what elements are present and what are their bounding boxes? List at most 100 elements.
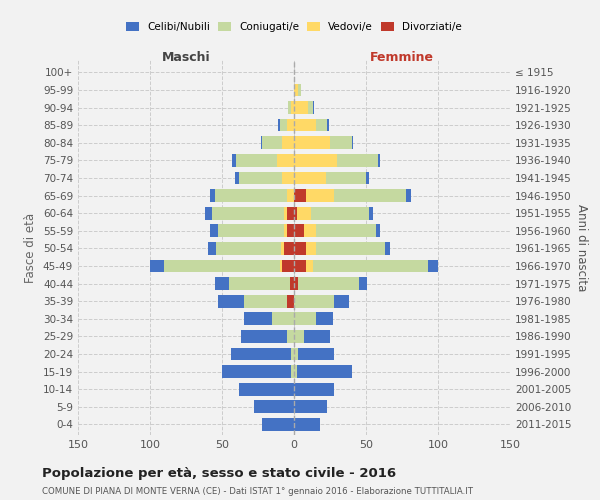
Bar	[294, 224, 316, 237]
Bar	[294, 278, 298, 290]
Bar	[294, 278, 359, 290]
Bar	[287, 119, 294, 132]
Bar	[284, 242, 294, 254]
Bar	[211, 224, 294, 237]
Bar	[281, 242, 294, 254]
Bar	[283, 136, 294, 149]
Bar	[294, 136, 353, 149]
Bar	[294, 366, 297, 378]
Bar	[287, 295, 294, 308]
Bar	[241, 330, 294, 342]
Bar	[294, 84, 298, 96]
Bar	[287, 330, 294, 342]
Bar	[294, 207, 297, 220]
Bar	[294, 330, 304, 342]
Bar	[294, 312, 316, 325]
Bar	[294, 295, 334, 308]
Bar	[211, 189, 294, 202]
Bar	[288, 101, 294, 114]
Bar	[232, 154, 294, 166]
Bar	[294, 172, 326, 184]
Bar	[291, 348, 294, 360]
Bar	[205, 207, 294, 220]
Bar	[294, 400, 327, 413]
Bar	[229, 278, 294, 290]
Bar	[294, 119, 327, 132]
Bar	[287, 224, 294, 237]
Bar	[262, 418, 294, 431]
Bar	[235, 172, 294, 184]
Text: COMUNE DI PIANA DI MONTE VERNA (CE) - Dati ISTAT 1° gennaio 2016 - Elaborazione : COMUNE DI PIANA DI MONTE VERNA (CE) - Da…	[42, 488, 473, 496]
Bar	[294, 189, 410, 202]
Bar	[215, 278, 294, 290]
Bar	[294, 418, 320, 431]
Bar	[294, 242, 385, 254]
Bar	[244, 312, 294, 325]
Bar	[294, 330, 330, 342]
Bar	[294, 119, 329, 132]
Legend: Celibi/Nubili, Coniugati/e, Vedovi/e, Divorziati/e: Celibi/Nubili, Coniugati/e, Vedovi/e, Di…	[124, 20, 464, 34]
Bar	[294, 154, 337, 166]
Bar	[218, 295, 294, 308]
Bar	[283, 260, 294, 272]
Text: Maschi: Maschi	[161, 50, 211, 64]
Bar	[294, 260, 313, 272]
Bar	[294, 224, 380, 237]
Bar	[283, 172, 294, 184]
Bar	[294, 348, 334, 360]
Bar	[287, 207, 294, 220]
Bar	[294, 366, 352, 378]
Bar	[215, 189, 294, 202]
Bar	[244, 295, 294, 308]
Bar	[294, 260, 438, 272]
Bar	[212, 207, 294, 220]
Bar	[294, 207, 311, 220]
Bar	[294, 242, 391, 254]
Bar	[294, 348, 298, 360]
Text: Femmine: Femmine	[370, 50, 434, 64]
Bar	[291, 101, 294, 114]
Bar	[164, 260, 294, 272]
Bar	[290, 278, 294, 290]
Bar	[261, 136, 294, 149]
Bar	[294, 260, 305, 272]
Bar	[287, 295, 294, 308]
Bar	[294, 242, 305, 254]
Bar	[294, 172, 366, 184]
Bar	[284, 224, 294, 237]
Bar	[294, 101, 314, 114]
Bar	[287, 189, 294, 202]
Text: Popolazione per età, sesso e stato civile - 2016: Popolazione per età, sesso e stato civil…	[42, 468, 396, 480]
Bar	[222, 366, 294, 378]
Bar	[294, 295, 349, 308]
Bar	[288, 101, 294, 114]
Bar	[280, 119, 294, 132]
Bar	[294, 207, 369, 220]
Bar	[294, 172, 369, 184]
Bar	[218, 224, 294, 237]
Bar	[294, 154, 377, 166]
Bar	[294, 119, 316, 132]
Bar	[294, 224, 304, 237]
Bar	[277, 154, 294, 166]
Bar	[278, 119, 294, 132]
Bar	[294, 136, 330, 149]
Bar	[294, 383, 334, 396]
Bar	[294, 278, 367, 290]
Bar	[294, 101, 313, 114]
Bar	[294, 312, 333, 325]
Bar	[291, 366, 294, 378]
Y-axis label: Anni di nascita: Anni di nascita	[575, 204, 588, 291]
Bar	[216, 242, 294, 254]
Bar	[294, 84, 301, 96]
Y-axis label: Fasce di età: Fasce di età	[25, 212, 37, 282]
Bar	[294, 224, 376, 237]
Bar	[230, 348, 294, 360]
Bar	[239, 383, 294, 396]
Bar	[294, 84, 301, 96]
Bar	[294, 136, 352, 149]
Bar	[239, 172, 294, 184]
Bar	[294, 189, 334, 202]
Bar	[294, 278, 298, 290]
Bar	[290, 278, 294, 290]
